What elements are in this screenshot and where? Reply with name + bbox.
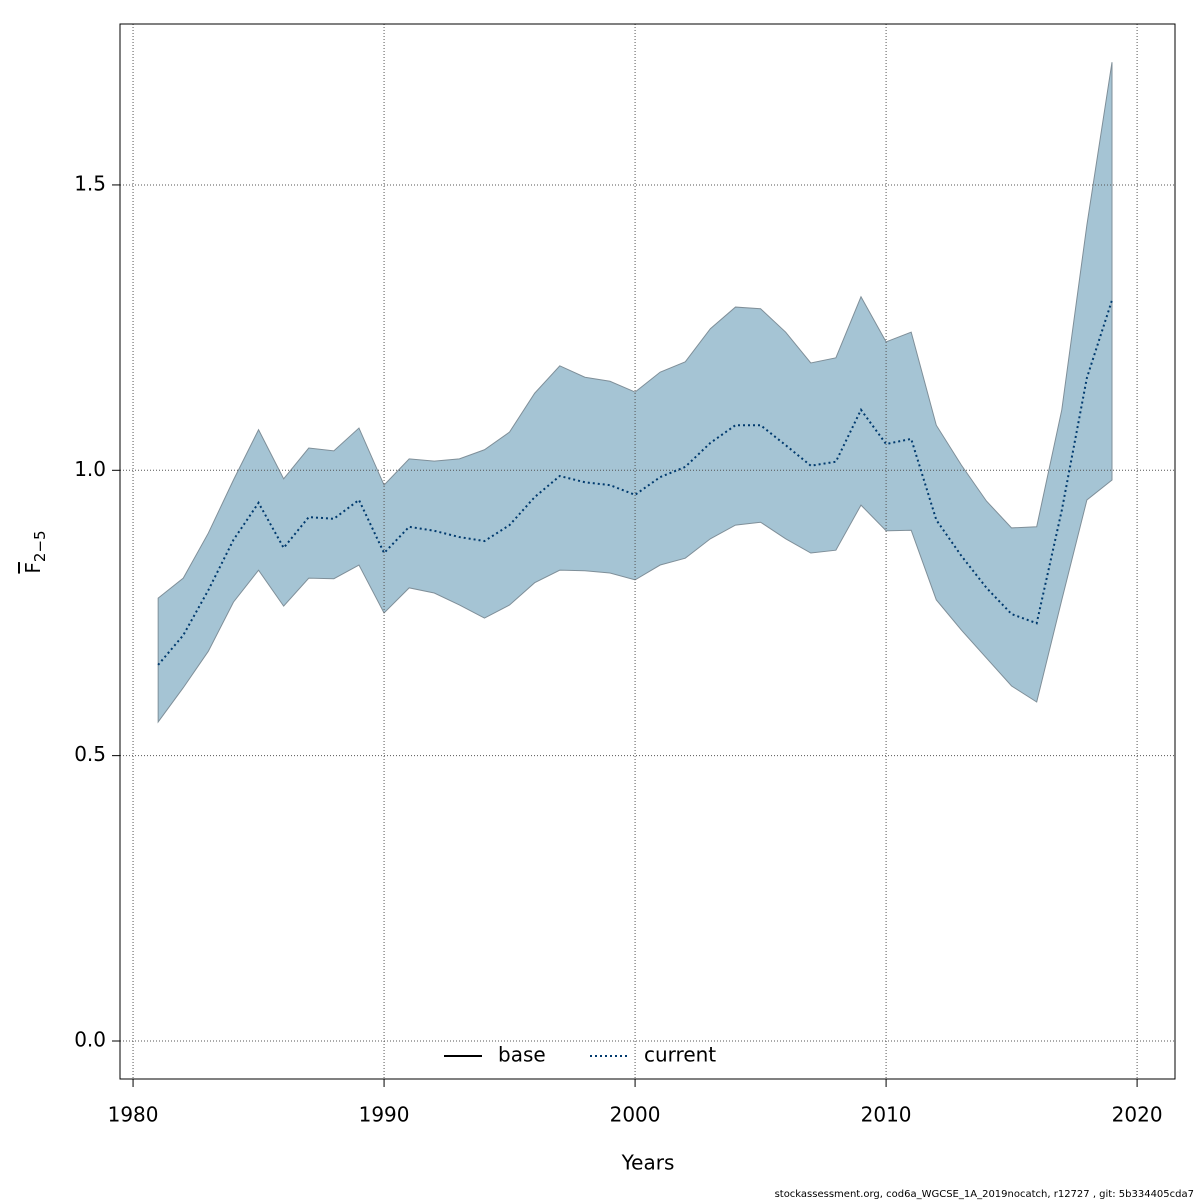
x-tick-label: 1980 (108, 1103, 159, 1127)
ci-band (157, 62, 1113, 724)
footnote: stockassessment.org, cod6a_WGCSE_1A_2019… (775, 1189, 1194, 1200)
y-label-main: F (21, 562, 45, 574)
y-tick-label: 1.0 (74, 457, 106, 481)
legend-label: base (498, 1043, 546, 1067)
y-axis-label: F2−5 (21, 530, 49, 573)
y-tick-label: 0.5 (74, 742, 106, 766)
plot-frame (119, 23, 1176, 1080)
y-label-sub: 2−5 (31, 530, 49, 562)
legend-label: current (644, 1043, 716, 1067)
y-tick-label: 0.0 (74, 1027, 106, 1051)
y-tick-label: 1.5 (74, 171, 106, 195)
x-tick-label: 2020 (1112, 1103, 1163, 1127)
line (157, 299, 1113, 666)
x-tick-label: 2010 (861, 1103, 912, 1127)
x-tick-label: 2000 (610, 1103, 661, 1127)
x-axis-label: Years (621, 1151, 675, 1175)
x-tick-label: 1990 (359, 1103, 410, 1127)
